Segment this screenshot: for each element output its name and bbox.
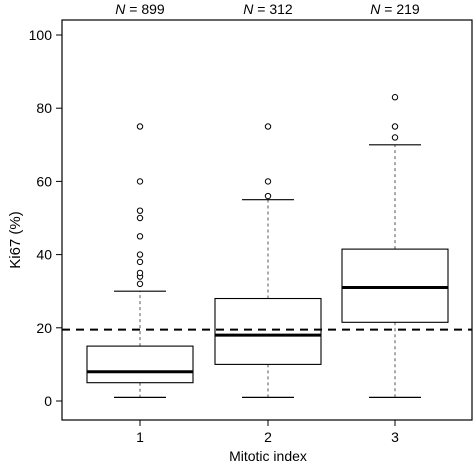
iqr-box (86, 345, 194, 384)
outlier-point (136, 258, 144, 266)
outlier-point (391, 134, 399, 141)
outlier-point (391, 94, 399, 101)
y-tick-label: 100 (29, 27, 53, 43)
sample-size-value: = 312 (253, 1, 293, 17)
outlier-point (136, 251, 144, 258)
outlier-point (136, 233, 144, 240)
outlier-point (136, 178, 144, 185)
outlier-point (391, 123, 399, 130)
outlier-point (136, 123, 144, 130)
box-group-2 (214, 123, 322, 398)
x-tick-label: 3 (391, 429, 399, 445)
iqr-box (214, 297, 322, 365)
iqr-box (341, 248, 449, 323)
outlier-point (136, 280, 144, 288)
sample-size-value: = 219 (380, 1, 420, 17)
sample-size-value: = 899 (125, 1, 165, 17)
outlier-point (136, 269, 144, 277)
y-tick-label: 20 (36, 320, 52, 336)
sample-size-symbol: N (115, 1, 126, 17)
x-tick-label: 2 (264, 429, 272, 445)
sample-size-label: N = 219 (370, 1, 420, 17)
y-tick-label: 60 (36, 173, 52, 189)
sample-size-label: N = 312 (243, 1, 293, 17)
outlier-point (264, 123, 272, 130)
sample-size-symbol: N (243, 1, 254, 17)
y-tick-label: 0 (44, 393, 52, 409)
outlier-point (136, 207, 144, 214)
y-tick-label: 80 (36, 100, 52, 116)
outlier-point (136, 214, 144, 222)
box-group-1 (86, 123, 194, 398)
x-tick-label: 1 (136, 429, 144, 445)
outlier-point (264, 178, 272, 185)
outlier-point (264, 192, 272, 200)
plot-frame (61, 19, 473, 421)
y-tick-label: 40 (36, 247, 52, 263)
sample-size-symbol: N (370, 1, 381, 17)
sample-size-label: N = 899 (115, 1, 165, 17)
y-axis-title: Ki67 (%) (7, 211, 24, 269)
x-axis-title: Mitotic index (229, 448, 307, 464)
box-group-3 (341, 94, 449, 398)
